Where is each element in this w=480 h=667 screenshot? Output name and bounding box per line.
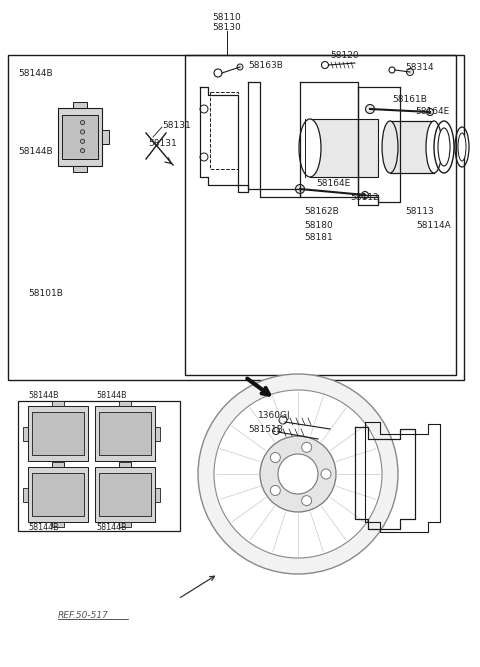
Circle shape <box>81 130 84 134</box>
Bar <box>23 488 28 502</box>
Circle shape <box>279 416 287 424</box>
Ellipse shape <box>426 121 442 173</box>
Circle shape <box>270 486 280 496</box>
Bar <box>62 115 98 159</box>
Text: 58161B: 58161B <box>392 95 427 103</box>
Text: 58130: 58130 <box>213 23 241 31</box>
Text: REF.50-517: REF.50-517 <box>58 610 109 620</box>
Bar <box>155 427 160 441</box>
Bar <box>52 461 64 466</box>
Bar <box>119 461 131 466</box>
Bar <box>310 119 378 177</box>
Bar <box>155 488 160 502</box>
Circle shape <box>270 452 280 462</box>
Circle shape <box>81 149 84 153</box>
Text: 58144B: 58144B <box>28 390 59 400</box>
Circle shape <box>214 390 382 558</box>
Text: 58120: 58120 <box>330 51 359 59</box>
Bar <box>52 522 64 527</box>
Circle shape <box>81 121 84 125</box>
Text: 58180: 58180 <box>304 221 333 229</box>
Circle shape <box>322 61 328 69</box>
Circle shape <box>214 69 222 77</box>
Bar <box>95 406 155 461</box>
Circle shape <box>278 454 318 494</box>
Circle shape <box>273 428 279 434</box>
Bar <box>119 462 131 467</box>
Text: 58151B: 58151B <box>248 424 283 434</box>
Text: 58101B: 58101B <box>28 289 63 297</box>
Text: 58181: 58181 <box>304 233 333 241</box>
Bar <box>95 467 155 522</box>
Circle shape <box>260 436 336 512</box>
Bar <box>8 55 464 380</box>
Circle shape <box>407 69 413 75</box>
Text: 58113: 58113 <box>405 207 434 217</box>
Bar <box>185 55 456 375</box>
Circle shape <box>200 153 208 161</box>
Text: 58314: 58314 <box>405 63 433 71</box>
Text: 58164E: 58164E <box>316 179 350 187</box>
Ellipse shape <box>438 128 450 166</box>
Circle shape <box>427 109 433 115</box>
Ellipse shape <box>299 119 321 177</box>
Bar <box>18 401 180 531</box>
Bar <box>52 462 64 467</box>
Bar <box>390 121 434 173</box>
Circle shape <box>301 442 312 452</box>
Bar <box>73 166 87 172</box>
Circle shape <box>361 191 369 199</box>
Bar <box>73 102 87 108</box>
Bar <box>23 427 28 441</box>
Bar <box>102 130 109 144</box>
Text: 1360GJ: 1360GJ <box>258 410 290 420</box>
Text: 58114A: 58114A <box>416 221 451 231</box>
Text: 58144B: 58144B <box>96 390 127 400</box>
Bar <box>28 467 88 522</box>
Circle shape <box>81 139 84 143</box>
Text: 58163B: 58163B <box>248 61 283 69</box>
Bar <box>52 401 64 406</box>
Bar <box>28 406 88 461</box>
Circle shape <box>301 496 312 506</box>
Text: 58162B: 58162B <box>304 207 339 215</box>
Text: 58144B: 58144B <box>96 522 127 532</box>
Circle shape <box>237 64 243 70</box>
Bar <box>32 412 84 455</box>
Text: 58131: 58131 <box>148 139 177 147</box>
Ellipse shape <box>458 133 466 161</box>
Circle shape <box>389 67 395 73</box>
Circle shape <box>321 469 331 479</box>
Bar <box>119 522 131 527</box>
Circle shape <box>296 185 304 193</box>
Text: 58164E: 58164E <box>415 107 449 115</box>
Text: 58112: 58112 <box>350 193 379 201</box>
Text: 58144B: 58144B <box>18 147 53 155</box>
Bar <box>99 412 151 455</box>
Bar <box>99 473 151 516</box>
Bar <box>119 401 131 406</box>
Text: 58144B: 58144B <box>18 69 53 77</box>
Bar <box>32 473 84 516</box>
Ellipse shape <box>382 121 398 173</box>
Text: 58110: 58110 <box>213 13 241 21</box>
Text: 58144B: 58144B <box>28 522 59 532</box>
Circle shape <box>198 374 398 574</box>
Text: 58131: 58131 <box>162 121 191 129</box>
Circle shape <box>365 105 374 113</box>
Circle shape <box>200 105 208 113</box>
Bar <box>58 108 102 166</box>
